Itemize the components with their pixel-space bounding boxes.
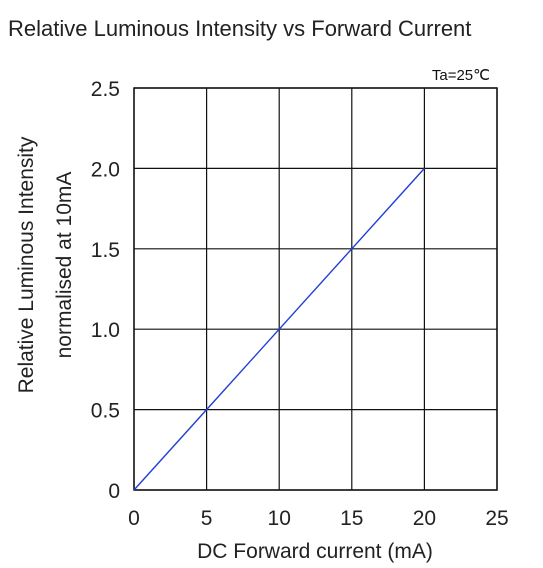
series-group — [133, 167, 425, 491]
y-tick-label-3: 1.5 — [91, 239, 120, 262]
y-tick-label-2: 1.0 — [91, 319, 120, 342]
condition-annotation: Ta=25℃ — [432, 67, 490, 84]
y-tick-labels: 0 0.5 1.0 1.5 2.0 2.5 — [91, 78, 120, 503]
series-line-0 — [133, 167, 425, 491]
y-tick-label-5: 2.5 — [91, 78, 120, 101]
x-tick-label-3: 15 — [340, 507, 363, 530]
x-tick-labels: 0 5 10 15 20 25 — [128, 507, 509, 530]
x-tick-label-5: 25 — [485, 507, 508, 530]
y-tick-label-1: 0.5 — [91, 400, 120, 423]
chart-title: Relative Luminous Intensity vs Forward C… — [8, 16, 471, 41]
x-tick-label-1: 5 — [201, 507, 213, 530]
x-tick-label-2: 10 — [268, 507, 291, 530]
x-axis-label: DC Forward current (mA) — [197, 540, 433, 563]
x-tick-label-4: 20 — [413, 507, 436, 530]
plot-frame — [133, 87, 498, 491]
y-axis-label-line2: normalised at 10mA — [53, 172, 76, 359]
y-tick-label-4: 2.0 — [91, 158, 120, 181]
y-tick-label-0: 0 — [108, 480, 120, 503]
y-axis-label-line1: Relative Luminous Intensity — [15, 136, 38, 393]
x-tick-label-0: 0 — [128, 507, 140, 530]
